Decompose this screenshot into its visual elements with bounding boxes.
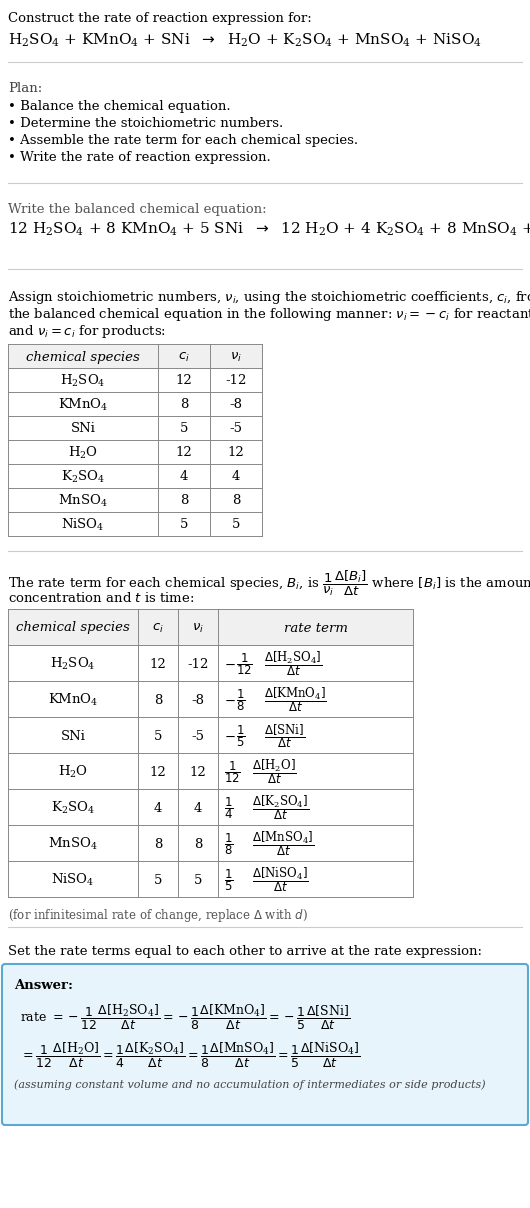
Text: 5: 5 [154, 873, 162, 887]
Text: $\dfrac{\Delta[\mathregular{NiSO_4}]}{\Delta t}$: $\dfrac{\Delta[\mathregular{NiSO_4}]}{\D… [252, 866, 308, 894]
Text: 8: 8 [194, 837, 202, 850]
Text: 12 $\mathregular{H_2SO_4}$ + 8 $\mathregular{KMnO_4}$ + 5 SNi  $\rightarrow$  12: 12 $\mathregular{H_2SO_4}$ + 8 $\mathreg… [8, 221, 530, 238]
Text: chemical species: chemical species [16, 621, 130, 634]
Text: 4: 4 [154, 801, 162, 814]
Text: -12: -12 [187, 657, 209, 670]
Text: 12: 12 [175, 374, 192, 388]
Text: $\dfrac{1}{8}$: $\dfrac{1}{8}$ [236, 687, 245, 713]
Text: concentration and $t$ is time:: concentration and $t$ is time: [8, 591, 195, 605]
Text: $\mathregular{K_2SO_4}$: $\mathregular{K_2SO_4}$ [51, 800, 95, 817]
Text: $\nu_i$: $\nu_i$ [230, 350, 242, 364]
Text: $\dfrac{1}{4}$: $\dfrac{1}{4}$ [224, 795, 234, 821]
Text: $\mathregular{KMnO_4}$: $\mathregular{KMnO_4}$ [48, 692, 98, 708]
Text: 12: 12 [149, 766, 166, 778]
Text: $c_i$: $c_i$ [152, 621, 164, 634]
Text: $\dfrac{1}{5}$: $\dfrac{1}{5}$ [236, 724, 245, 749]
Text: 5: 5 [232, 518, 240, 532]
Text: $\dfrac{\Delta[\mathregular{H_2O}]}{\Delta t}$: $\dfrac{\Delta[\mathregular{H_2O}]}{\Del… [252, 757, 297, 786]
Text: $\mathregular{H_2SO_4}$ + $\mathregular{KMnO_4}$ + SNi  $\rightarrow$  $\mathreg: $\mathregular{H_2SO_4}$ + $\mathregular{… [8, 31, 482, 50]
Text: $\dfrac{1}{12}$: $\dfrac{1}{12}$ [224, 759, 241, 785]
Text: $\dfrac{\Delta[\mathregular{MnSO_4}]}{\Delta t}$: $\dfrac{\Delta[\mathregular{MnSO_4}]}{\D… [252, 830, 314, 859]
Text: 5: 5 [180, 423, 188, 436]
Text: 5: 5 [180, 518, 188, 532]
Text: rate $= -\dfrac{1}{12}\dfrac{\Delta[\mathregular{H_2SO_4}]}{\Delta t} = -\dfrac{: rate $= -\dfrac{1}{12}\dfrac{\Delta[\mat… [20, 1003, 350, 1032]
Text: SNi: SNi [60, 730, 85, 743]
Text: 8: 8 [180, 494, 188, 507]
Text: 12: 12 [190, 766, 206, 778]
Text: chemical species: chemical species [26, 350, 140, 364]
Text: Assign stoichiometric numbers, $\nu_i$, using the stoichiometric coefficients, $: Assign stoichiometric numbers, $\nu_i$, … [8, 289, 530, 306]
Text: 12: 12 [175, 447, 192, 459]
Text: Answer:: Answer: [14, 978, 73, 992]
Text: -8: -8 [229, 399, 243, 412]
Text: $\dfrac{\Delta[\mathregular{H_2SO_4}]}{\Delta t}$: $\dfrac{\Delta[\mathregular{H_2SO_4}]}{\… [264, 650, 323, 679]
Text: -5: -5 [191, 730, 205, 743]
Text: $\mathregular{H_2SO_4}$: $\mathregular{H_2SO_4}$ [50, 656, 96, 672]
Text: rate term: rate term [284, 621, 348, 634]
Text: The rate term for each chemical species, $B_i$, is $\dfrac{1}{\nu_i}\dfrac{\Delt: The rate term for each chemical species,… [8, 569, 530, 598]
Text: $\mathregular{H_2O}$: $\mathregular{H_2O}$ [58, 763, 88, 780]
Text: • Balance the chemical equation.: • Balance the chemical equation. [8, 100, 231, 114]
Text: 12: 12 [227, 447, 244, 459]
Text: $\dfrac{1}{12}$: $\dfrac{1}{12}$ [236, 651, 253, 676]
Text: 4: 4 [180, 470, 188, 483]
Text: $\mathregular{H_2SO_4}$: $\mathregular{H_2SO_4}$ [60, 373, 106, 389]
Text: the balanced chemical equation in the following manner: $\nu_i = -c_i$ for react: the balanced chemical equation in the fo… [8, 306, 530, 323]
Text: 5: 5 [194, 873, 202, 887]
Text: $\mathregular{NiSO_4}$: $\mathregular{NiSO_4}$ [51, 872, 95, 888]
Text: (for infinitesimal rate of change, replace $\Delta$ with $d$): (for infinitesimal rate of change, repla… [8, 907, 308, 924]
Text: $c_i$: $c_i$ [178, 350, 190, 364]
Text: $\mathregular{MnSO_4}$: $\mathregular{MnSO_4}$ [48, 836, 98, 852]
Text: $= \dfrac{1}{12}\dfrac{\Delta[\mathregular{H_2O}]}{\Delta t} = \dfrac{1}{4}\dfra: $= \dfrac{1}{12}\dfrac{\Delta[\mathregul… [20, 1041, 360, 1070]
Text: -5: -5 [229, 423, 243, 436]
Text: 8: 8 [154, 693, 162, 707]
Text: and $\nu_i = c_i$ for products:: and $\nu_i = c_i$ for products: [8, 323, 166, 339]
Text: • Assemble the rate term for each chemical species.: • Assemble the rate term for each chemic… [8, 134, 358, 147]
Text: $\nu_i$: $\nu_i$ [192, 621, 204, 634]
Text: -12: -12 [225, 374, 246, 388]
Text: Write the balanced chemical equation:: Write the balanced chemical equation: [8, 203, 267, 216]
Text: $-$: $-$ [224, 657, 236, 670]
Text: 5: 5 [154, 730, 162, 743]
Text: Plan:: Plan: [8, 82, 42, 95]
Text: $\mathregular{MnSO_4}$: $\mathregular{MnSO_4}$ [58, 493, 108, 509]
Text: Construct the rate of reaction expression for:: Construct the rate of reaction expressio… [8, 12, 312, 25]
Bar [8, 609, 413, 645]
Text: $\mathregular{H_2O}$: $\mathregular{H_2O}$ [68, 445, 98, 461]
FancyBboxPatch shape [2, 964, 528, 1125]
Text: 8: 8 [232, 494, 240, 507]
Text: • Write the rate of reaction expression.: • Write the rate of reaction expression. [8, 151, 271, 164]
Text: $-$: $-$ [224, 693, 236, 707]
Text: 4: 4 [194, 801, 202, 814]
Text: (assuming constant volume and no accumulation of intermediates or side products): (assuming constant volume and no accumul… [14, 1079, 485, 1090]
Text: $\dfrac{1}{8}$: $\dfrac{1}{8}$ [224, 831, 234, 856]
Text: $\dfrac{\Delta[\mathregular{SNi}]}{\Delta t}$: $\dfrac{\Delta[\mathregular{SNi}]}{\Delt… [264, 722, 305, 750]
Text: $\mathregular{K_2SO_4}$: $\mathregular{K_2SO_4}$ [61, 469, 105, 486]
Text: Set the rate terms equal to each other to arrive at the rate expression:: Set the rate terms equal to each other t… [8, 945, 482, 958]
Text: $-$: $-$ [224, 730, 236, 743]
Text: SNi: SNi [70, 423, 95, 436]
Bar [8, 344, 262, 368]
Text: 8: 8 [154, 837, 162, 850]
Text: 4: 4 [232, 470, 240, 483]
Text: $\dfrac{1}{5}$: $\dfrac{1}{5}$ [224, 867, 234, 893]
Text: 12: 12 [149, 657, 166, 670]
Text: -8: -8 [191, 693, 205, 707]
Text: $\mathregular{NiSO_4}$: $\mathregular{NiSO_4}$ [61, 517, 105, 533]
Text: $\dfrac{\Delta[\mathregular{KMnO_4}]}{\Delta t}$: $\dfrac{\Delta[\mathregular{KMnO_4}]}{\D… [264, 686, 327, 714]
Text: • Determine the stoichiometric numbers.: • Determine the stoichiometric numbers. [8, 117, 283, 130]
Text: $\dfrac{\Delta[\mathregular{K_2SO_4}]}{\Delta t}$: $\dfrac{\Delta[\mathregular{K_2SO_4}]}{\… [252, 794, 309, 823]
Text: $\mathregular{KMnO_4}$: $\mathregular{KMnO_4}$ [58, 397, 108, 413]
Text: 8: 8 [180, 399, 188, 412]
